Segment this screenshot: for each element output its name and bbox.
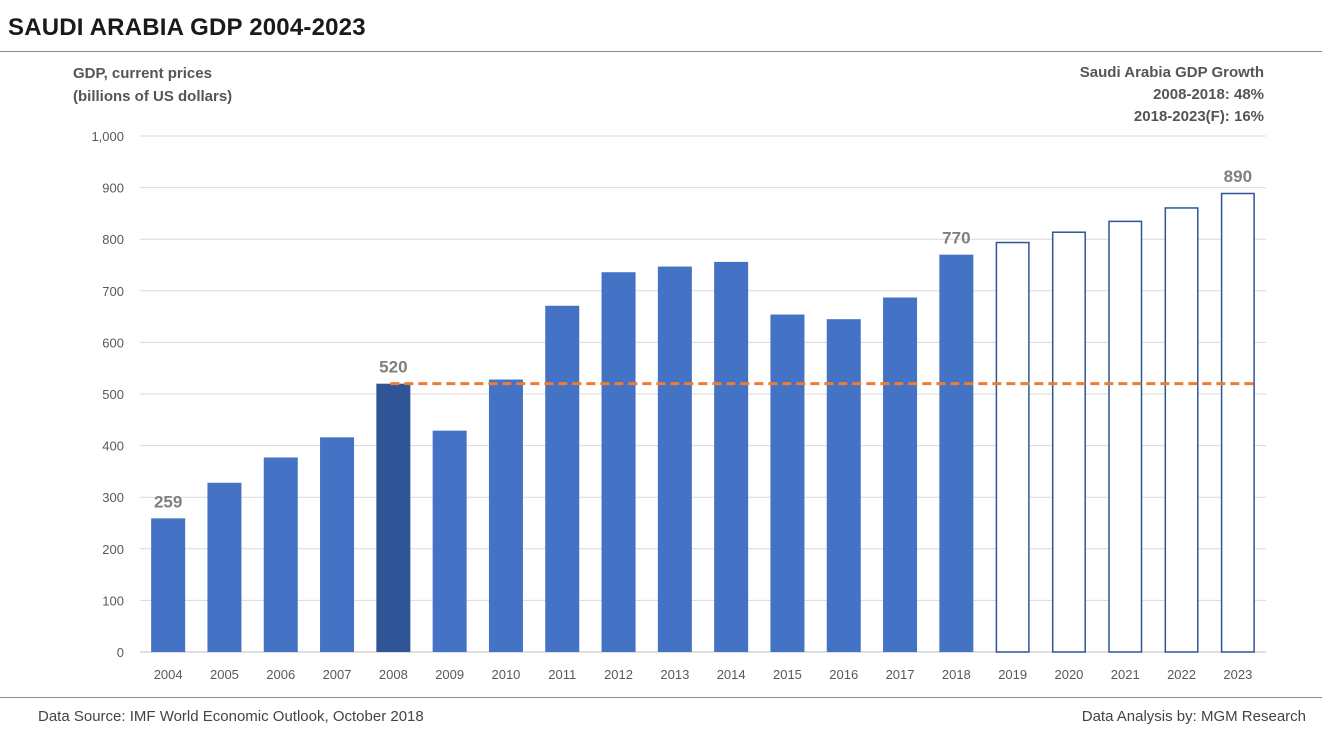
data-label: 259 [154,492,182,511]
y-tick-labels: 0 100 200 300 400 500 600 700 800 900 1,000 [91,129,124,660]
bar-forecast [1051,231,1086,653]
bar [770,314,805,652]
x-tick-label: 2006 [266,667,295,682]
x-tick-label: 2020 [1054,667,1083,682]
growth-title: Saudi Arabia GDP Growth [1079,64,1264,81]
x-tick-label: 2015 [773,667,802,682]
bar [545,305,580,652]
bar [826,319,861,652]
x-tick-label: 2004 [154,667,183,682]
bar [151,518,186,652]
y-axis-label-line1: GDP, current prices [73,65,212,82]
bar-forecast [1220,192,1255,653]
y-tick-label: 200 [102,542,124,557]
x-tick-label: 2016 [829,667,858,682]
bar [657,266,692,652]
bars [151,192,1255,653]
data-source: Data Source: IMF World Economic Outlook,… [38,708,424,725]
y-tick-label: 0 [117,645,124,660]
x-tick-label: 2011 [548,667,576,682]
y-tick-label: 1,000 [91,129,124,144]
y-tick-label: 400 [102,439,124,454]
x-tick-label: 2012 [604,667,633,682]
x-tick-label: 2008 [379,667,408,682]
bar [883,297,918,652]
y-tick-label: 100 [102,593,124,608]
bar [263,457,298,652]
x-tick-label: 2018 [942,667,971,682]
growth-2018-2023: 2018-2023(F): 16% [1133,108,1264,125]
x-tick-label: 2017 [886,667,915,682]
x-tick-label: 2010 [491,667,520,682]
page-title: SAUDI ARABIA GDP 2004-2023 [8,14,366,41]
bar [488,379,523,652]
bar [432,430,467,652]
growth-annotation: Saudi Arabia GDP Growth 2008-2018: 48% 2… [1080,62,1264,128]
x-tick-labels: 2004 2005 2006 2007 2008 2009 2010 2011 2012 2013… [154,667,1253,682]
y-tick-label: 600 [102,335,124,350]
data-label: 520 [379,358,407,377]
data-labels: 259 520 770 890 [154,167,1252,512]
y-axis-label: GDP, current prices (billions of US doll… [73,62,232,108]
y-tick-label: 900 [102,181,124,196]
bar [207,482,242,652]
bar-forecast [995,241,1030,653]
x-tick-label: 2022 [1167,667,1196,682]
x-tick-label: 2005 [210,667,239,682]
bar-forecast [1164,207,1199,653]
bar [939,254,974,652]
bar [601,272,636,652]
x-tick-label: 2007 [323,667,352,682]
x-tick-label: 2014 [717,667,746,682]
data-label: 770 [942,229,970,248]
growth-2008-2018: 2008-2018: 48% [1153,86,1264,103]
title-divider [0,51,1322,52]
bar-highlight [376,383,411,652]
y-tick-label: 300 [102,490,124,505]
bar [714,261,749,652]
x-tick-label: 2019 [998,667,1027,682]
grid-lines [140,135,1266,653]
footer-divider [0,697,1322,698]
y-tick-label: 800 [102,232,124,247]
y-axis-label-line2: (billions of US dollars) [73,88,233,105]
x-tick-label: 2021 [1111,667,1140,682]
bar [320,437,355,652]
x-tick-label: 2009 [435,667,464,682]
x-tick-label: 2013 [660,667,689,682]
data-analysis-credit: Data Analysis by: MGM Research [1081,708,1306,725]
y-tick-label: 700 [102,284,124,299]
x-tick-label: 2023 [1223,667,1252,682]
y-tick-label: 500 [102,387,124,402]
bar-forecast [1108,220,1143,653]
data-label: 890 [1224,167,1252,186]
